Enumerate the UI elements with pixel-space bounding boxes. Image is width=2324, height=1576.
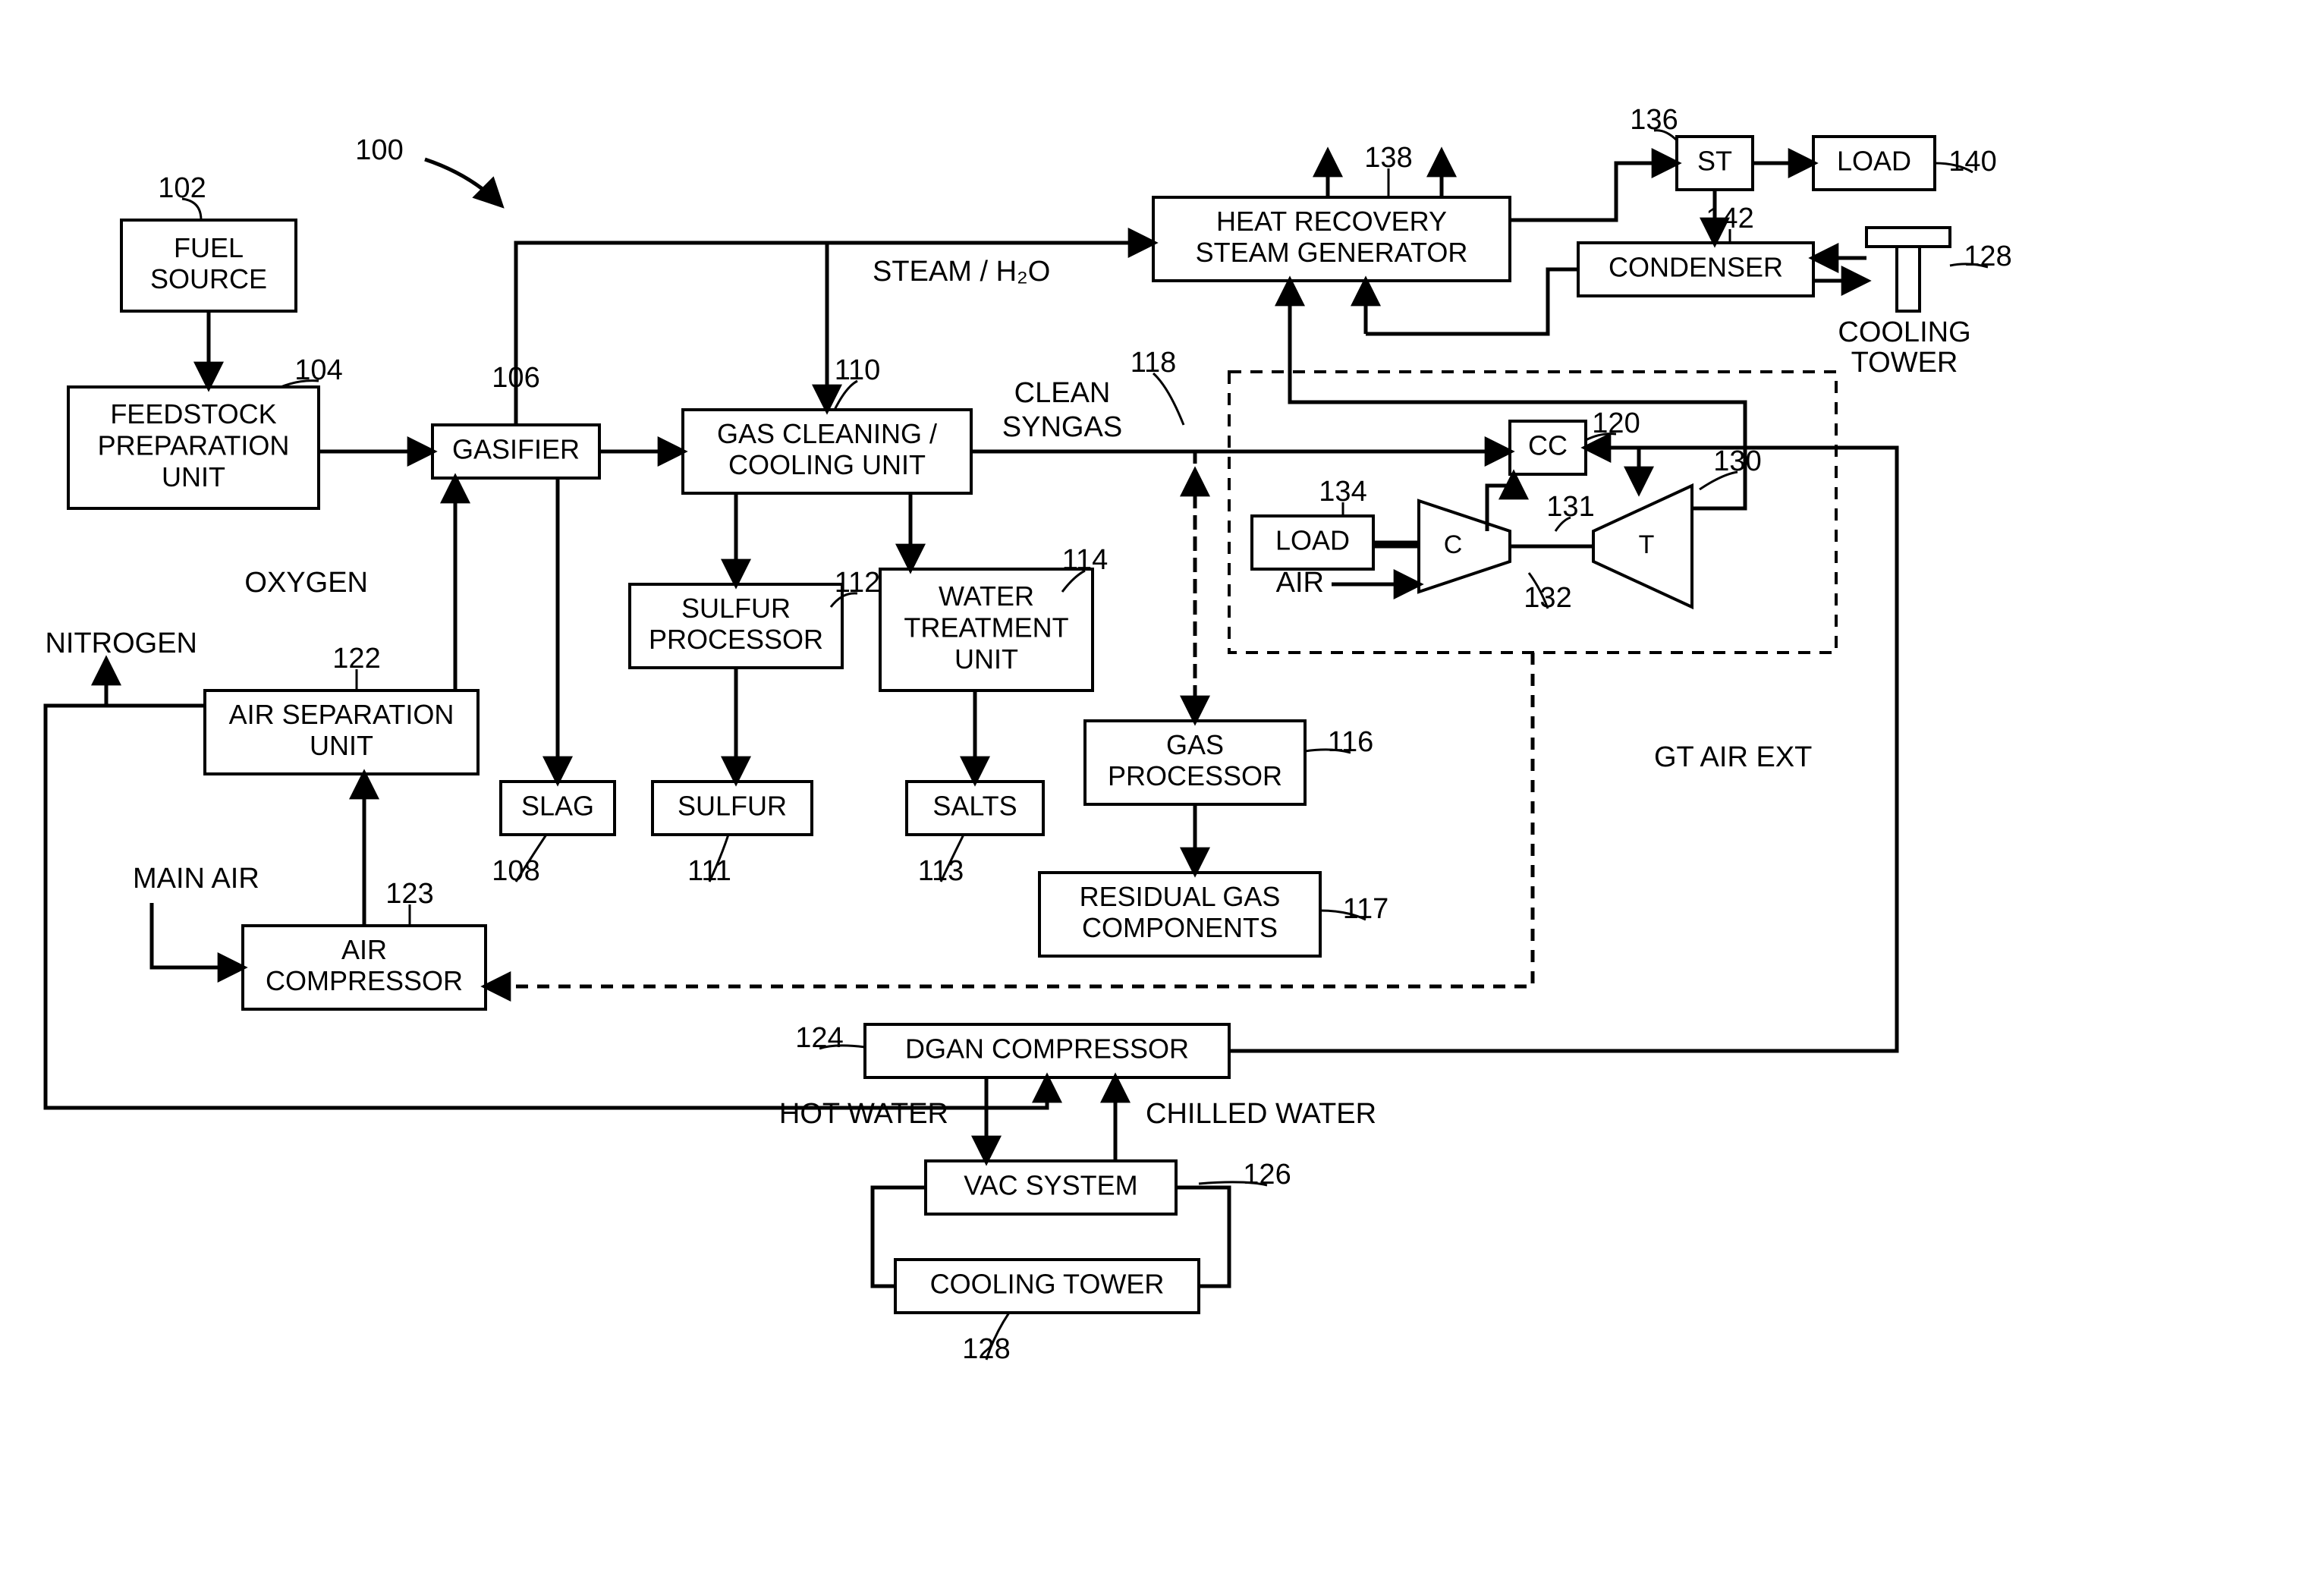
label-main_air: MAIN AIR bbox=[133, 863, 259, 895]
label-air: AIR bbox=[1276, 567, 1324, 599]
igcc-flow-diagram: FUELSOURCEFEEDSTOCKPREPARATIONUNITGASIFI… bbox=[0, 0, 2324, 1576]
gas_proc-label: PROCESSOR bbox=[1108, 760, 1282, 791]
salts-label: SALTS bbox=[932, 791, 1017, 822]
ref-r114: 114 bbox=[1062, 544, 1109, 576]
ref-r112: 112 bbox=[835, 567, 881, 599]
label-gt_air_ext: GT AIR EXT bbox=[1654, 741, 1812, 773]
ref-r128b: 128 bbox=[1964, 241, 2011, 272]
ref-r128a: 128 bbox=[962, 1333, 1010, 1365]
ref-r122: 122 bbox=[332, 643, 380, 675]
ref-r111: 111 bbox=[687, 855, 731, 887]
label-cooling_tower_lbl2: TOWER bbox=[1851, 347, 1958, 379]
ref-r117: 117 bbox=[1343, 893, 1389, 925]
load_gt-label: LOAD bbox=[1275, 525, 1350, 556]
water_treat-label: TREATMENT bbox=[904, 612, 1068, 643]
condenser-label: CONDENSER bbox=[1609, 252, 1783, 283]
water_treat-label: UNIT bbox=[954, 643, 1018, 675]
ref-r132: 132 bbox=[1524, 582, 1571, 614]
gas_clean-label: COOLING UNIT bbox=[728, 449, 926, 480]
ref-r100: 100 bbox=[355, 134, 403, 166]
cooling-tower-icon bbox=[1866, 228, 1950, 311]
slag-label: SLAG bbox=[521, 791, 594, 822]
ref-r113: 113 bbox=[918, 855, 964, 887]
gas_clean-label: GAS CLEANING / bbox=[717, 418, 937, 449]
sulfur_proc-label: PROCESSOR bbox=[649, 624, 823, 655]
resid_gas-label: RESIDUAL GAS bbox=[1080, 881, 1281, 912]
fuel_source-label: SOURCE bbox=[150, 263, 267, 294]
hrsg-label: HEAT RECOVERY bbox=[1216, 206, 1447, 237]
gas_proc-label: GAS bbox=[1166, 729, 1224, 760]
ref-r123: 123 bbox=[385, 878, 433, 910]
ref-r102: 102 bbox=[158, 172, 206, 204]
feed_prep-label: PREPARATION bbox=[98, 430, 290, 461]
asu-label: AIR SEPARATION bbox=[229, 699, 454, 730]
load_top-label: LOAD bbox=[1837, 146, 1911, 177]
ref-r106: 106 bbox=[492, 362, 539, 394]
ref-r136: 136 bbox=[1630, 104, 1678, 136]
fuel_source-label: FUEL bbox=[174, 232, 244, 263]
label-chilled_water: CHILLED WATER bbox=[1146, 1098, 1376, 1130]
label-oxygen: OXYGEN bbox=[244, 567, 368, 599]
label-clean_syngas_1: CLEAN bbox=[1014, 377, 1111, 409]
asu-label: UNIT bbox=[310, 730, 373, 761]
st-label: ST bbox=[1697, 146, 1732, 177]
feed_prep-label: FEEDSTOCK bbox=[110, 398, 276, 429]
ref-r134: 134 bbox=[1319, 476, 1366, 508]
label-clean_syngas_2: SYNGAS bbox=[1002, 411, 1122, 443]
ref-r120: 120 bbox=[1592, 407, 1640, 439]
sulfur-label: SULFUR bbox=[678, 791, 787, 822]
label-cooling_tower_lbl: COOLING bbox=[1838, 316, 1970, 348]
air_comp-label: COMPRESSOR bbox=[266, 965, 463, 996]
ref-r131: 131 bbox=[1546, 491, 1594, 523]
resid_gas-label: COMPONENTS bbox=[1082, 912, 1278, 943]
ref-r142: 142 bbox=[1706, 203, 1753, 234]
label-nitrogen: NITROGEN bbox=[45, 628, 197, 659]
compressor-triangle bbox=[1419, 501, 1510, 592]
ref-r124: 124 bbox=[795, 1022, 843, 1054]
cool_tower_b-label: COOLING TOWER bbox=[930, 1269, 1165, 1300]
ref-r108: 108 bbox=[492, 855, 539, 887]
sulfur_proc-label: SULFUR bbox=[681, 593, 791, 624]
leader-r118 bbox=[1153, 373, 1184, 425]
ref-r104: 104 bbox=[294, 354, 342, 386]
cc-label: CC bbox=[1528, 430, 1568, 461]
gasifier-label: GASIFIER bbox=[452, 434, 580, 465]
compressor-c: C bbox=[1444, 530, 1463, 559]
water_treat-label: WATER bbox=[939, 580, 1034, 612]
dgan-label: DGAN COMPRESSOR bbox=[905, 1033, 1189, 1065]
ref-r110: 110 bbox=[835, 354, 881, 386]
ref-r116: 116 bbox=[1328, 726, 1374, 758]
ref-r138: 138 bbox=[1364, 142, 1412, 174]
air_comp-label: AIR bbox=[341, 934, 387, 965]
feed_prep-label: UNIT bbox=[162, 461, 225, 492]
ref-r130: 130 bbox=[1713, 445, 1761, 477]
vac-label: VAC SYSTEM bbox=[964, 1170, 1137, 1201]
hrsg-label: STEAM GENERATOR bbox=[1196, 237, 1468, 268]
turbine-t: T bbox=[1639, 530, 1655, 559]
ref-r118: 118 bbox=[1131, 347, 1177, 379]
ref-r140: 140 bbox=[1948, 146, 1996, 178]
label-steam: STEAM / H₂O bbox=[873, 256, 1050, 288]
label-hot_water: HOT WATER bbox=[779, 1098, 948, 1130]
ref-r126: 126 bbox=[1243, 1159, 1291, 1191]
